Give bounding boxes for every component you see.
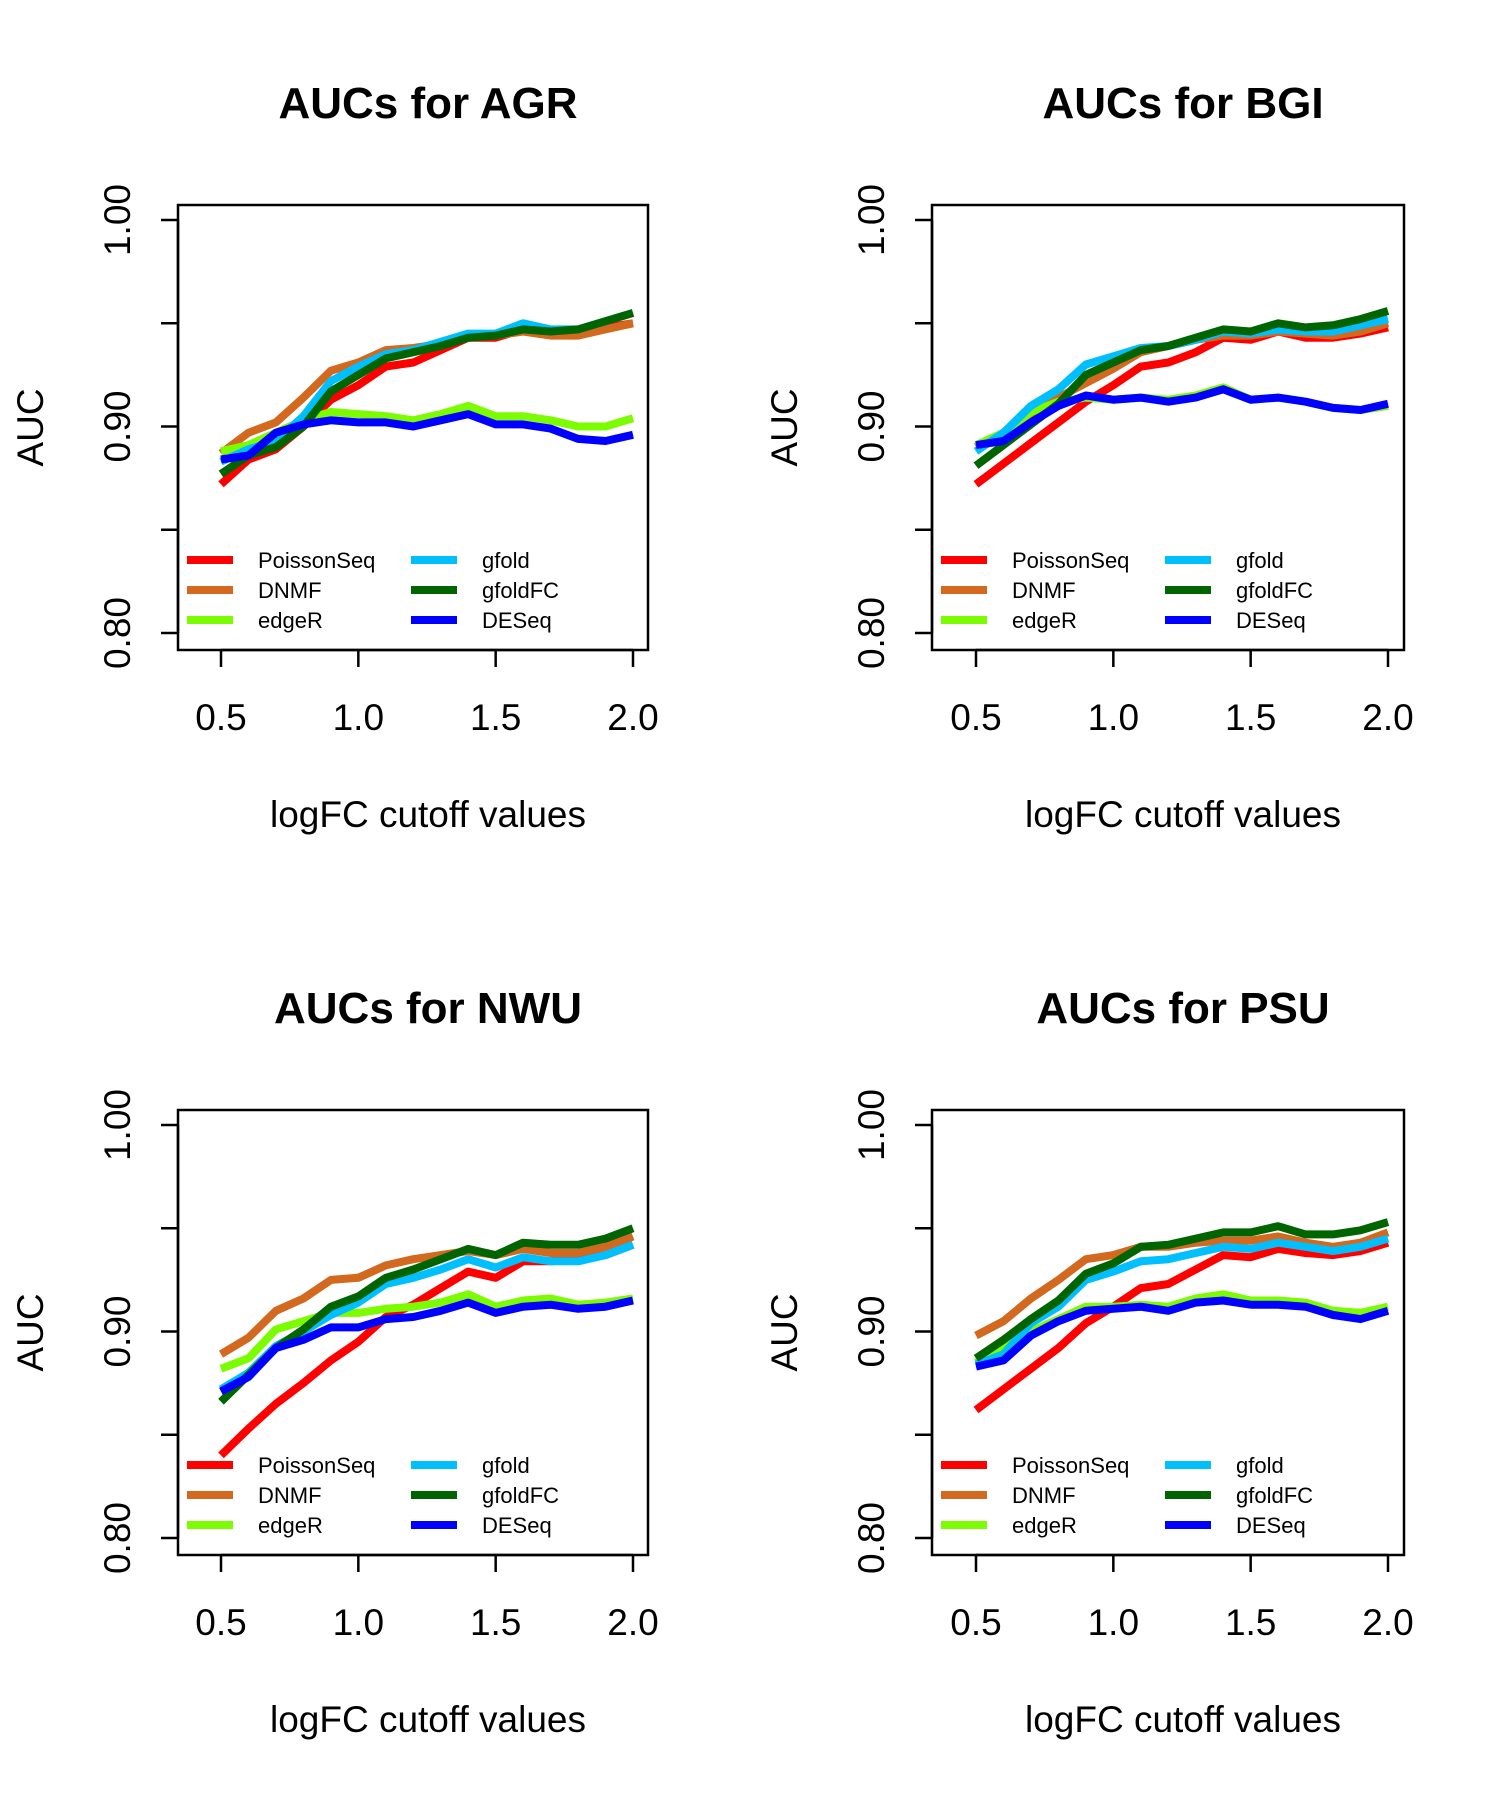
legend-label: DESeq — [1236, 1513, 1306, 1538]
legend: PoissonSeq DNMF edgeR gfold gfoldFC DESeq — [187, 548, 559, 633]
legend-label: gfold — [1236, 548, 1284, 573]
legend-label: DNMF — [1012, 578, 1076, 603]
chart-panel-1: AUCs for AGR 0.80 0.90 1.00 0.5 1.0 1.5 2.0 logF… — [10, 79, 659, 835]
series-lines — [973, 307, 1390, 488]
legend: PoissonSeq DNMF edgeR gfold gfoldFC DESeq — [941, 548, 1313, 633]
chart-panel-3: AUCs for NWU 0.80 0.90 1.00 0.5 1.0 1.5 2.0 logF… — [10, 984, 659, 1740]
x-tick-label: 1.5 — [1225, 697, 1276, 738]
legend-label: DESeq — [1236, 608, 1306, 633]
legend-label: gfold — [1236, 1453, 1284, 1478]
y-axis-label: AUC — [764, 388, 805, 466]
y-tick-label: 0.80 — [851, 1502, 892, 1574]
legend-label: DESeq — [482, 1513, 552, 1538]
series-line-deseq — [975, 385, 1389, 450]
y-tick-label: 1.00 — [97, 184, 138, 256]
y-tick-label: 1.00 — [851, 1089, 892, 1161]
legend-label: edgeR — [1012, 608, 1077, 633]
legend-label: edgeR — [258, 1513, 323, 1538]
legend-label: gfold — [482, 548, 530, 573]
y-tick-label: 1.00 — [851, 184, 892, 256]
x-tick-label: 1.5 — [470, 1602, 521, 1643]
x-tick-label: 2.0 — [1362, 1602, 1413, 1643]
legend-label: edgeR — [1012, 1513, 1077, 1538]
series-lines — [218, 309, 635, 488]
legend-label: DESeq — [482, 608, 552, 633]
legend-label: DNMF — [1012, 1483, 1076, 1508]
y-axis-label: AUC — [10, 388, 51, 466]
x-axis-label: logFC cutoff values — [1025, 794, 1341, 835]
chart-title: AUCs for NWU — [274, 984, 582, 1033]
series-line-deseq — [219, 1296, 634, 1395]
chart-panel-2: AUCs for BGI 0.80 0.90 1.00 0.5 1.0 1.5 2.0 logF… — [764, 79, 1414, 835]
series-line-poissonseq — [973, 1238, 1390, 1414]
x-tick-label: 1.0 — [1088, 1602, 1139, 1643]
legend-label: DNMF — [258, 1483, 322, 1508]
x-axis-label: logFC cutoff values — [1025, 1699, 1341, 1740]
y-tick-label: 0.90 — [851, 390, 892, 462]
series-line-gfoldfc — [218, 309, 635, 478]
legend-label: gfoldFC — [482, 1483, 559, 1508]
x-axis-label: logFC cutoff values — [270, 1699, 586, 1740]
plot-frame — [930, 1108, 1406, 1557]
x-tick-label: 1.0 — [1088, 697, 1139, 738]
legend-label: gfoldFC — [1236, 1483, 1313, 1508]
series-lines — [218, 1224, 635, 1459]
series-line-gfoldfc — [973, 1218, 1390, 1362]
series-line-dnmf — [218, 1232, 635, 1358]
legend-label: PoissonSeq — [1012, 1453, 1129, 1478]
plot-frame — [930, 203, 1406, 652]
x-tick-label: 0.5 — [950, 1602, 1001, 1643]
series-line-deseq — [975, 1296, 1390, 1371]
series-line-gfold — [974, 1234, 1390, 1369]
legend-label: gfold — [482, 1453, 530, 1478]
x-tick-label: 2.0 — [1362, 697, 1413, 738]
y-tick-label: 1.00 — [97, 1089, 138, 1161]
y-tick-label: 0.90 — [97, 1295, 138, 1367]
chart-panel-4: AUCs for PSU 0.80 0.90 1.00 0.5 1.0 1.5 2.0 logF… — [764, 984, 1414, 1740]
series-line-edger — [219, 1290, 634, 1373]
y-tick-label: 0.80 — [851, 597, 892, 669]
series-line-deseq — [220, 410, 634, 464]
y-tick-label: 0.90 — [97, 390, 138, 462]
x-tick-label: 1.0 — [333, 697, 384, 738]
legend-label: PoissonSeq — [258, 548, 375, 573]
y-tick-label: 0.80 — [97, 597, 138, 669]
x-tick-label: 1.5 — [1225, 1602, 1276, 1643]
series-lines — [973, 1218, 1390, 1414]
legend: PoissonSeq DNMF edgeR gfold gfoldFC DESeq — [187, 1453, 559, 1538]
x-axis-label: logFC cutoff values — [270, 794, 586, 835]
chart-title: AUCs for BGI — [1042, 79, 1323, 128]
chart-title: AUCs for PSU — [1036, 984, 1329, 1033]
series-line-gfoldfc — [218, 1224, 635, 1405]
legend-label: PoissonSeq — [258, 1453, 375, 1478]
legend-label: gfoldFC — [1236, 578, 1313, 603]
y-axis-label: AUC — [764, 1293, 805, 1371]
y-tick-label: 0.90 — [851, 1295, 892, 1367]
x-tick-label: 0.5 — [950, 697, 1001, 738]
legend: PoissonSeq DNMF edgeR gfold gfoldFC DESeq — [941, 1453, 1313, 1538]
x-tick-label: 0.5 — [195, 697, 246, 738]
x-tick-label: 1.5 — [470, 697, 521, 738]
chart-title: AUCs for AGR — [278, 79, 577, 128]
x-tick-label: 2.0 — [607, 697, 658, 738]
legend-label: DNMF — [258, 578, 322, 603]
x-tick-label: 2.0 — [607, 1602, 658, 1643]
legend-label: PoissonSeq — [1012, 548, 1129, 573]
y-axis-label: AUC — [10, 1293, 51, 1371]
x-tick-label: 0.5 — [195, 1602, 246, 1643]
legend-label: edgeR — [258, 608, 323, 633]
y-tick-label: 0.80 — [97, 1502, 138, 1574]
legend-label: gfoldFC — [482, 578, 559, 603]
x-tick-label: 1.0 — [333, 1602, 384, 1643]
